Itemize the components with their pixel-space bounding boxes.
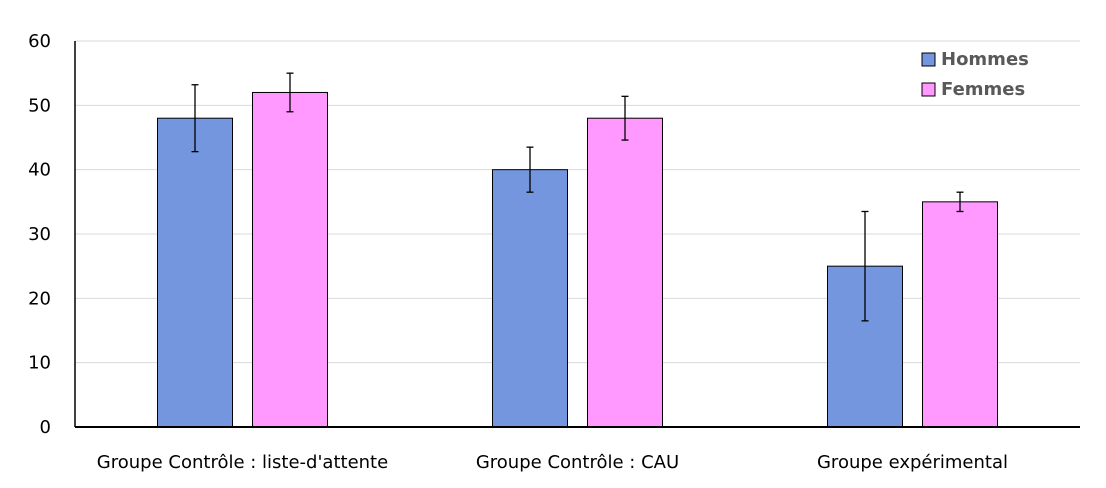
y-tick-label: 50: [28, 95, 51, 116]
y-tick-label: 20: [28, 288, 51, 309]
legend-label-femmes: Femmes: [941, 79, 1025, 100]
legend-swatch-femmes: [921, 82, 936, 97]
y-tick-label: 30: [28, 224, 51, 245]
bar-femmes-1: [587, 117, 663, 428]
x-axis-categories: Groupe Contrôle : liste-d'attente Groupe …: [97, 452, 1008, 473]
x-category-label: Groupe expérimental: [817, 452, 1008, 473]
y-tick-label: 0: [40, 417, 51, 438]
bar-femmes-2: [922, 201, 998, 428]
y-tick-label: 40: [28, 160, 51, 181]
legend-label-hommes: Hommes: [941, 49, 1029, 70]
bar-hommes-1: [492, 169, 568, 428]
x-category-label: Groupe Contrôle : liste-d'attente: [97, 452, 388, 473]
bar-hommes-0: [157, 117, 233, 428]
gridlines: [75, 40, 1080, 364]
axes: [74, 41, 1080, 428]
y-axis-ticks: 0 10 20 30 40 50 60: [28, 31, 51, 438]
legend-swatch-hommes: [921, 52, 936, 67]
x-category-label: Groupe Contrôle : CAU: [476, 452, 679, 473]
legend: Hommes Femmes: [921, 49, 1029, 100]
error-bars: [191, 72, 964, 322]
bars: [157, 91, 998, 428]
y-tick-label: 60: [28, 31, 51, 52]
y-tick-label: 10: [28, 353, 51, 374]
bar-femmes-0: [252, 91, 328, 428]
